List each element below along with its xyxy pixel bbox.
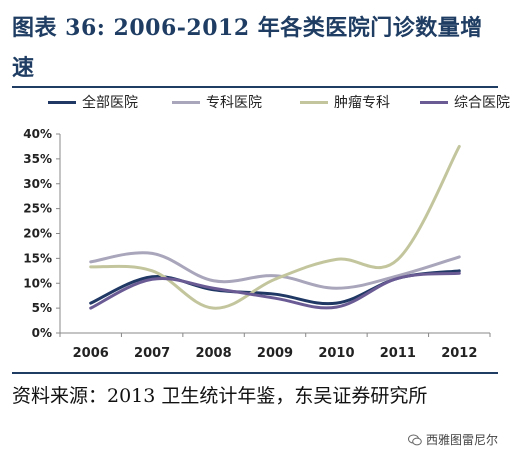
legend-item: 全部医院 [48,92,138,112]
legend-item: 肿瘤专科 [300,92,390,112]
x-tick-label: 2006 [73,346,109,361]
legend-item: 综合医院 [420,92,510,112]
y-tick-label: 5% [32,301,52,315]
legend-swatch [48,100,76,104]
y-tick-label: 15% [23,251,52,265]
x-tick-label: 2011 [380,346,416,361]
y-tick-label: 40% [23,127,52,141]
y-tick-label: 10% [23,276,52,290]
watermark-text: 西雅图雷尼尔 [425,433,498,447]
legend-label: 综合医院 [454,95,510,111]
x-tick-label: 2010 [318,346,354,361]
x-tick-label: 2012 [441,346,477,361]
line-chart: 0% 5% 10% 15% 20% 25% 30% 35% 40% 2006 2007 2008 200… [23,127,491,361]
watermark: 西雅图雷尼尔 [407,431,498,448]
y-tick-label: 0% [32,326,52,340]
title-divider [12,86,498,88]
x-tick-label: 2008 [195,346,231,361]
y-tick-label: 30% [23,177,52,191]
legend-swatch [172,100,200,104]
source-divider [12,372,498,374]
legend-swatch [420,100,448,104]
wechat-icon [407,434,422,445]
y-tick-label: 25% [23,202,52,216]
x-tick-label: 2007 [134,346,170,361]
legend-label: 肿瘤专科 [334,95,390,111]
y-tick-label: 35% [23,152,52,166]
legend-swatch [300,100,328,104]
legend-item: 专科医院 [172,92,262,112]
series-line-3 [89,144,461,310]
source-note: 资料来源：2013 卫生统计年鉴，东吴证券研究所 [12,385,428,407]
x-tick-label: 2009 [257,346,293,361]
legend-label: 专科医院 [206,95,262,111]
y-tick-label: 20% [23,227,52,241]
chart-title: 图表 36: 2006-2012 年各类医院门诊数量增速 [12,15,483,81]
legend-label: 全部医院 [82,95,138,111]
